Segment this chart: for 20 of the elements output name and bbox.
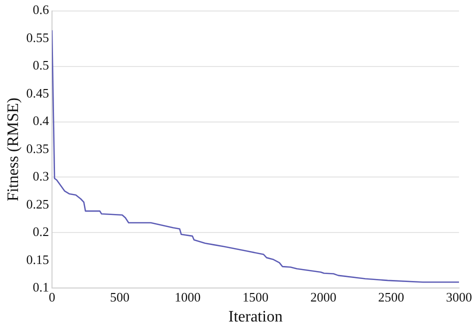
x-axis-title: Iteration — [228, 308, 283, 326]
x-tick-label: 2500 — [378, 289, 404, 304]
y-axis-title: Fitness (RMSE) — [4, 98, 22, 202]
x-tick-label: 3000 — [446, 289, 472, 304]
y-tick-label: 0.6 — [32, 2, 50, 18]
x-tick-label: 500 — [110, 289, 130, 304]
y-tick-label: 0.4 — [32, 113, 50, 128]
y-tick-label: 0.15 — [26, 252, 49, 267]
y-tick-label: 0.2 — [32, 224, 49, 240]
y-tick-label: 0.1 — [32, 280, 49, 295]
x-tick-label: 1000 — [174, 289, 201, 304]
x-tick-label: 1500 — [242, 289, 268, 304]
y-tick-label: 0.25 — [26, 196, 49, 212]
y-tick-label: 0.3 — [32, 168, 49, 184]
y-tick-label: 0.5 — [32, 58, 49, 73]
y-tick-label: 0.55 — [26, 30, 49, 45]
y-tick-label: 0.35 — [26, 140, 49, 156]
y-tick-label: 0.45 — [26, 85, 49, 100]
x-tick-label: 0 — [48, 289, 56, 304]
x-tick-label: 2000 — [310, 289, 336, 304]
